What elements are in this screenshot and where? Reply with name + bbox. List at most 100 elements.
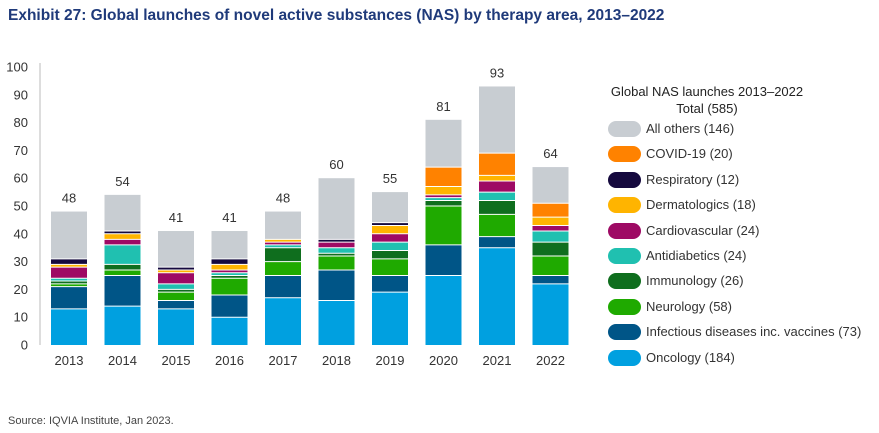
legend-label: Antidiabetics (24) [646,248,747,263]
bar-segment [479,180,515,193]
bar-segment [479,236,515,248]
y-axis: 0 10 20 30 40 50 60 70 80 90 100 [6,60,41,353]
bars [51,86,569,345]
legend-item: Neurology (58) [608,298,868,316]
legend-item: COVID-19 (20) [608,145,868,163]
bar-segment [532,231,569,243]
bar-segment [158,300,194,309]
bar-segment [51,267,87,279]
bar-segment [479,247,515,345]
bar-segment [479,153,515,176]
bar-segment [372,292,408,345]
bar-segment [425,244,462,276]
legend-label: Cardiovascular (24) [646,222,760,238]
bar-segment [425,194,462,198]
bar-segment [372,250,408,259]
legend-item: Oncology (184) [608,349,868,367]
bar-total-label: 60 [329,157,343,172]
bar-segment [158,272,194,284]
y-tick-label: 30 [14,254,28,269]
bar-segment [51,286,87,309]
bar-segment [425,200,462,206]
bar-total-label: 64 [543,146,557,161]
bar-segment [104,269,141,276]
x-tick-label: 2020 [429,353,458,368]
y-tick-label: 0 [21,338,28,353]
bar-segment [532,203,569,218]
bar-segment [265,242,301,245]
bar-segment [51,283,87,287]
bar-segment [372,225,408,234]
bar-segment [532,275,569,284]
bar-segment [158,231,194,268]
bar-segment [532,167,569,204]
bar-segment [372,275,408,293]
legend-swatch [608,248,641,264]
bar-segment [479,200,515,215]
bar-segment [211,278,248,295]
bar-segment [158,292,194,301]
y-tick-label: 40 [14,226,28,241]
bar-segment [425,119,462,168]
bar-segment [318,253,355,257]
y-tick-label: 20 [14,282,28,297]
bar-segment [265,211,301,240]
bar-segment [425,275,462,345]
legend-swatch [608,273,641,290]
bar-segment [318,242,355,248]
chart-title: Exhibit 27: Global launches of novel act… [8,7,665,24]
bar-segment [425,186,462,195]
bar-segment [158,308,194,345]
bar-segment [211,272,248,276]
bar-total-label: 41 [169,210,183,225]
bar-segment [211,269,248,273]
legend-label: Infectious diseases inc. vaccines (73) [646,324,862,340]
bar-segment [158,269,194,273]
x-tick-label: 2019 [376,353,405,368]
bar-segment [211,275,248,279]
bar-segment [265,239,301,243]
y-tick-label: 90 [14,87,28,102]
x-tick-label: 2014 [108,353,137,368]
bar-segment [532,242,569,257]
bar-segment [532,283,569,345]
legend-label: All others (146) [646,121,735,136]
bar-segment [265,297,301,345]
bar-total-label: 93 [490,65,504,80]
bar-segment [104,231,141,234]
bar-segment [318,178,355,240]
bar-segment [158,283,194,290]
x-tick-label: 2022 [536,353,565,368]
bar-segment [318,239,355,243]
x-tick-label: 2017 [269,353,298,368]
bar-segment [479,214,515,237]
bar-segment [318,269,355,301]
bar-segment [372,233,408,243]
x-tick-label: 2016 [215,353,244,368]
bar-segment [158,289,194,293]
bar-segment [532,217,569,226]
legend-label: Neurology (58) [646,298,732,314]
bar-total-label: 41 [222,210,236,225]
x-tick-label: 2013 [55,353,84,368]
bar-segment [104,264,141,270]
bar-segment [265,247,301,262]
legend-item: Dermatologics (18) [608,196,868,214]
bar-segment [265,275,301,298]
bar-segment [372,258,408,276]
bar-total-label: 48 [62,191,76,206]
source-note: Source: IQVIA Institute, Jan 2023. [8,415,174,427]
legend-label: COVID-19 (20) [646,146,733,162]
x-tick-label: 2018 [322,353,351,368]
bar-segment [318,256,355,270]
bar-segment [104,306,141,345]
bar-segment [211,231,248,259]
legend-item: All others (146) [608,120,868,138]
legend-item: Immunology (26) [608,272,868,290]
bar-segment [51,264,87,268]
bar-segment [51,211,87,259]
bar-segment [425,167,462,187]
bar-segment [211,317,248,345]
bar-segment [479,86,515,154]
